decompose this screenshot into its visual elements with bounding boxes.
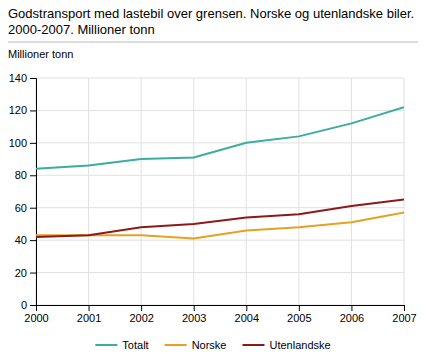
chart-svg: Godstransport med lastebil over grensen.… <box>0 0 426 363</box>
y-tick-mark <box>30 305 36 306</box>
chart-container: Godstransport med lastebil over grensen.… <box>0 0 426 363</box>
x-grid-line <box>141 78 142 305</box>
y-tick-mark <box>30 273 36 274</box>
x-tick-label: 2000 <box>24 312 48 324</box>
x-tick: 2006 <box>340 305 364 324</box>
x-tick-label: 2002 <box>129 312 153 324</box>
x-tick-label: 2001 <box>77 312 101 324</box>
y-grid-line <box>36 272 404 273</box>
legend-label: Utenlandske <box>269 339 330 351</box>
series-line <box>36 200 404 237</box>
y-axis-label: Millioner tonn <box>8 48 73 60</box>
x-tick: 2003 <box>182 305 206 324</box>
x-tick-label: 2004 <box>235 312 259 324</box>
x-tick: 2002 <box>129 305 153 324</box>
legend-swatch <box>95 344 117 346</box>
y-grid-line <box>36 142 404 143</box>
series-line <box>36 107 404 169</box>
y-tick-label: 60 <box>15 202 27 214</box>
x-tick-mark <box>89 305 90 311</box>
y-tick: 20 <box>15 267 36 279</box>
y-tick-mark <box>30 240 36 241</box>
y-tick: 140 <box>9 72 36 84</box>
y-tick-label: 100 <box>9 137 27 149</box>
legend-item: Norske <box>165 339 227 351</box>
plot-area: 2000 2001 2002 2003 2004 2005 2006 2007 0 20 40 60 8… <box>9 72 417 324</box>
legend-swatch <box>165 344 187 346</box>
legend-label: Totalt <box>122 339 148 351</box>
y-tick-mark <box>30 110 36 111</box>
x-tick-mark <box>351 305 352 311</box>
y-tick: 80 <box>15 169 36 181</box>
y-grid-line <box>36 110 404 111</box>
x-tick: 2004 <box>235 305 259 324</box>
x-tick-mark <box>246 305 247 311</box>
x-grid-line <box>193 78 194 305</box>
y-tick-label: 80 <box>15 169 27 181</box>
y-tick: 0 <box>21 299 36 311</box>
y-tick: 40 <box>15 234 36 246</box>
x-tick-label: 2006 <box>340 312 364 324</box>
x-tick: 2007 <box>392 305 416 324</box>
y-tick-mark <box>30 78 36 79</box>
x-grid-line <box>404 78 405 305</box>
x-grid-line <box>298 78 299 305</box>
x-tick-mark <box>404 305 405 311</box>
y-tick-label: 140 <box>9 72 27 84</box>
title-line: 2000-2007. Millioner tonn <box>8 22 155 37</box>
y-tick-label: 40 <box>15 234 27 246</box>
x-axis: 2000 2001 2002 2003 2004 2005 2006 2007 <box>24 305 416 324</box>
legend-swatch <box>242 344 264 346</box>
y-tick-mark <box>30 143 36 144</box>
y-tick-label: 20 <box>15 267 27 279</box>
legend-item: Utenlandske <box>242 339 330 351</box>
title: Godstransport med lastebil over grensen.… <box>8 6 414 37</box>
y-grid-line <box>36 175 404 176</box>
y-tick: 60 <box>15 202 36 214</box>
y-axis: 0 20 40 60 80 100 120 140 <box>9 72 37 311</box>
y-tick-label: 0 <box>21 299 27 311</box>
lines <box>36 107 404 238</box>
legend-item: Totalt <box>95 339 148 351</box>
legend: Totalt Norske Utenlandske <box>95 339 330 351</box>
x-tick-label: 2003 <box>182 312 206 324</box>
x-tick: 2005 <box>287 305 311 324</box>
legend-label: Norske <box>192 339 227 351</box>
x-tick-label: 2005 <box>287 312 311 324</box>
y-tick: 100 <box>9 137 36 149</box>
y-tick: 120 <box>9 104 36 116</box>
x-tick-mark <box>299 305 300 311</box>
title-line: Godstransport med lastebil over grensen.… <box>8 6 414 21</box>
x-tick-mark <box>194 305 195 311</box>
x-grid-line <box>88 78 89 305</box>
x-tick: 2001 <box>77 305 101 324</box>
grid <box>36 78 404 305</box>
x-tick: 2000 <box>24 305 48 324</box>
x-grid-line <box>351 78 352 305</box>
y-tick-mark <box>30 208 36 209</box>
x-axis-line <box>37 306 405 312</box>
x-grid-line <box>246 78 247 305</box>
title-separator <box>8 42 418 43</box>
y-axis-line <box>30 79 37 306</box>
y-tick-mark <box>30 175 36 176</box>
y-tick-label: 120 <box>9 104 27 116</box>
x-tick-label: 2007 <box>392 312 416 324</box>
x-tick-mark <box>141 305 142 311</box>
y-grid-line <box>36 78 404 79</box>
y-grid-line <box>36 240 404 241</box>
